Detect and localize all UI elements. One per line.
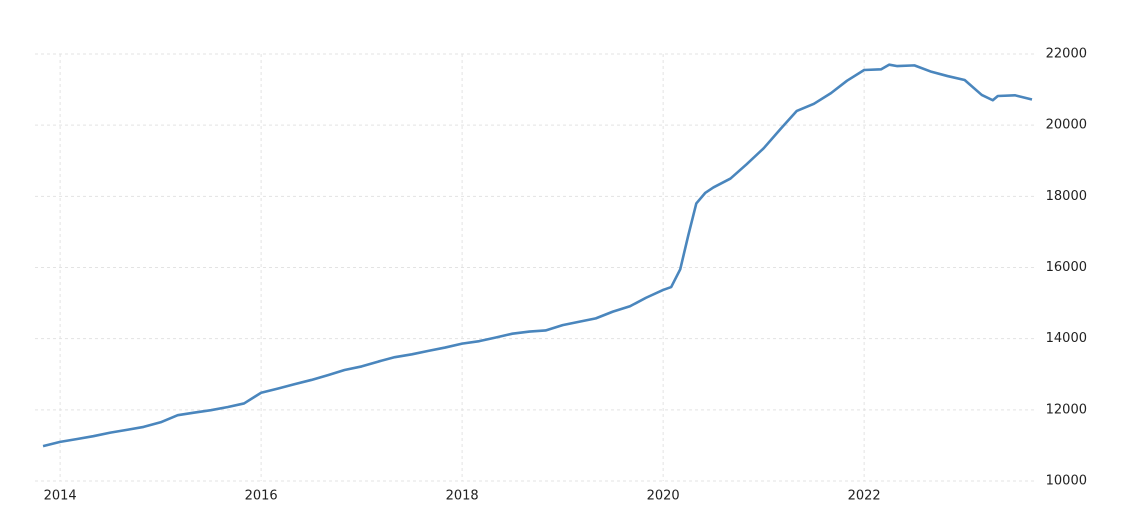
y-tick-label: 14000 — [1046, 331, 1087, 346]
y-tick-label: 18000 — [1046, 189, 1087, 204]
y-tick-label: 20000 — [1046, 118, 1087, 133]
y-tick-label: 22000 — [1046, 47, 1087, 62]
x-tick-label: 2014 — [44, 489, 77, 504]
x-tick-label: 2022 — [848, 489, 881, 504]
y-tick-label: 16000 — [1046, 260, 1087, 275]
y-tick-label: 10000 — [1046, 474, 1087, 489]
x-tick-label: 2020 — [647, 489, 680, 504]
x-tick-label: 2018 — [446, 489, 479, 504]
data-line — [42, 63, 1033, 448]
x-tick-label: 2016 — [245, 489, 278, 504]
y-tick-label: 12000 — [1046, 402, 1087, 417]
